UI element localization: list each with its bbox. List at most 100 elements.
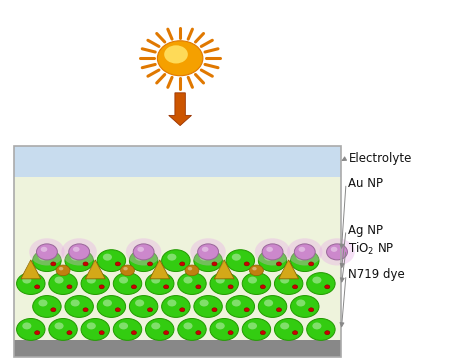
Circle shape <box>147 308 153 312</box>
Bar <box>14 177 341 340</box>
Circle shape <box>296 254 305 261</box>
Circle shape <box>135 254 144 261</box>
Circle shape <box>135 300 144 306</box>
Circle shape <box>325 331 330 335</box>
Circle shape <box>35 285 40 289</box>
Circle shape <box>133 244 154 260</box>
Bar <box>14 146 341 177</box>
Circle shape <box>151 323 160 329</box>
Polygon shape <box>279 260 299 279</box>
Circle shape <box>327 244 347 260</box>
Circle shape <box>73 247 80 252</box>
Circle shape <box>49 318 77 340</box>
Circle shape <box>200 300 209 306</box>
Circle shape <box>35 331 40 335</box>
Circle shape <box>280 323 289 329</box>
Circle shape <box>67 331 72 335</box>
Circle shape <box>276 308 282 312</box>
Circle shape <box>129 250 158 272</box>
Circle shape <box>194 296 222 317</box>
Circle shape <box>194 250 222 272</box>
Text: Au NP: Au NP <box>348 177 383 190</box>
Circle shape <box>226 250 255 272</box>
Circle shape <box>167 300 176 306</box>
Circle shape <box>97 296 126 317</box>
Circle shape <box>123 267 128 270</box>
Circle shape <box>81 273 109 294</box>
Circle shape <box>276 262 282 266</box>
Circle shape <box>248 277 257 284</box>
Circle shape <box>67 285 72 289</box>
Circle shape <box>157 41 203 76</box>
Circle shape <box>146 318 174 340</box>
Circle shape <box>103 254 112 261</box>
Circle shape <box>59 267 64 270</box>
Circle shape <box>242 273 271 294</box>
Polygon shape <box>86 260 95 278</box>
Bar <box>14 146 341 357</box>
Circle shape <box>292 285 298 289</box>
Circle shape <box>262 244 283 260</box>
Circle shape <box>115 262 120 266</box>
Polygon shape <box>22 260 31 278</box>
Circle shape <box>51 262 56 266</box>
Circle shape <box>83 262 88 266</box>
Circle shape <box>113 273 142 294</box>
Circle shape <box>129 296 158 317</box>
Circle shape <box>325 285 330 289</box>
Circle shape <box>202 247 209 252</box>
Text: Ag NP: Ag NP <box>348 223 383 237</box>
Circle shape <box>312 277 321 284</box>
Circle shape <box>191 238 226 265</box>
Circle shape <box>131 285 137 289</box>
Circle shape <box>71 300 80 306</box>
Circle shape <box>210 318 238 340</box>
Circle shape <box>147 262 153 266</box>
Circle shape <box>274 318 303 340</box>
Circle shape <box>119 323 128 329</box>
Circle shape <box>62 238 97 265</box>
Circle shape <box>65 296 93 317</box>
Polygon shape <box>214 260 234 279</box>
Circle shape <box>307 273 335 294</box>
Circle shape <box>164 45 188 63</box>
Circle shape <box>200 254 209 261</box>
FancyArrow shape <box>169 93 191 126</box>
Polygon shape <box>280 260 289 278</box>
Circle shape <box>260 331 265 335</box>
Circle shape <box>99 285 104 289</box>
Polygon shape <box>150 260 170 279</box>
Circle shape <box>33 250 61 272</box>
Circle shape <box>196 285 201 289</box>
Circle shape <box>131 331 137 335</box>
Circle shape <box>69 244 90 260</box>
Circle shape <box>164 285 169 289</box>
Circle shape <box>210 273 238 294</box>
Circle shape <box>228 285 233 289</box>
Circle shape <box>248 323 257 329</box>
Circle shape <box>162 296 190 317</box>
Circle shape <box>319 238 355 265</box>
Circle shape <box>99 331 104 335</box>
Circle shape <box>137 247 144 252</box>
Circle shape <box>258 296 287 317</box>
Circle shape <box>29 238 64 265</box>
Circle shape <box>291 296 319 317</box>
Circle shape <box>244 308 249 312</box>
Circle shape <box>252 267 257 270</box>
Circle shape <box>55 323 64 329</box>
Circle shape <box>307 318 335 340</box>
Circle shape <box>126 238 161 265</box>
Circle shape <box>151 277 160 284</box>
Circle shape <box>17 318 45 340</box>
Circle shape <box>55 277 64 284</box>
Circle shape <box>51 308 56 312</box>
Circle shape <box>167 254 176 261</box>
Circle shape <box>185 265 199 276</box>
Circle shape <box>180 308 185 312</box>
Circle shape <box>22 277 31 284</box>
Circle shape <box>260 285 265 289</box>
Circle shape <box>274 273 303 294</box>
Circle shape <box>264 300 273 306</box>
Circle shape <box>38 254 47 261</box>
